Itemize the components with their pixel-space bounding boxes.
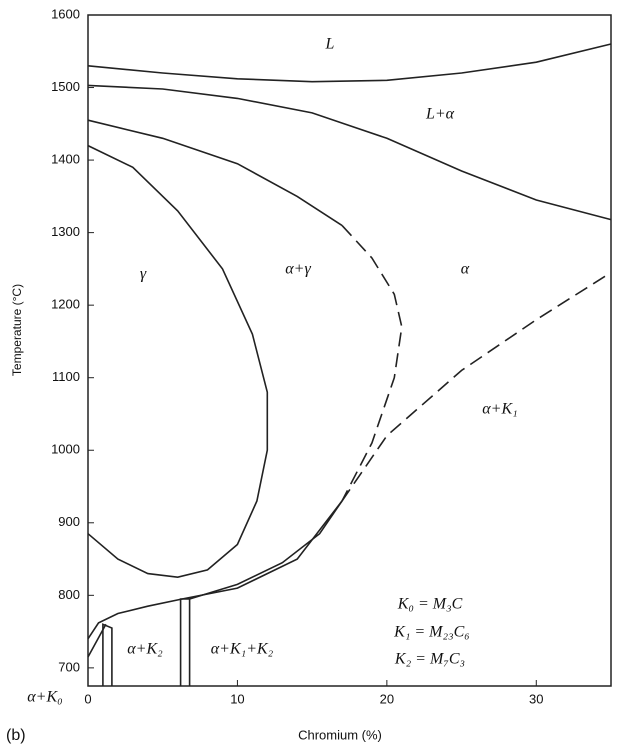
x-tick-label: 20 [380,691,394,706]
region-label: L [325,36,335,53]
y-tick-label: 800 [58,587,80,602]
region-label: α+K₂ [127,641,163,658]
x-axis-label: Chromium (%) [298,727,382,742]
y-tick-label: 1500 [51,79,80,94]
y-tick-label: 1600 [51,6,80,21]
phase-boundary [87,84,612,221]
phase-boundary [189,500,343,600]
phase-boundary [87,43,612,83]
region-label: α+γ [285,261,311,278]
y-tick-label: 1300 [51,224,80,239]
y-tick-label: 1000 [51,442,80,457]
region-label: α [461,261,470,278]
y-tick-label: 1200 [51,297,80,312]
plot-frame [87,14,612,687]
phase-boundary [179,598,191,686]
y-axis-label: Temperature (°C) [10,284,24,376]
phase-boundary [87,500,343,640]
region-label: α+K₁+K₂ [211,641,274,658]
y-tick-label: 900 [58,514,80,529]
x-tick-label: 30 [529,691,543,706]
y-tick-label: 1400 [51,152,80,167]
region-label: L+α [425,106,455,123]
y-tick-label: 700 [58,659,80,674]
panel-label: (b) [6,727,26,744]
x-tick-label: 10 [230,691,244,706]
region-label: K₁ = M₂₃C₆ [393,624,470,641]
region-label: K₂ = M₇C₃ [394,651,465,668]
region-label: K₀ = M₃C [397,596,463,613]
phase-boundary [87,144,269,579]
region-label: α+K₁ [482,401,517,418]
phase-boundary [341,271,612,502]
region-label: γ [140,266,147,283]
region-label: α+K₀ [27,689,62,706]
phase-boundary [341,224,403,502]
y-tick-label: 1100 [52,369,80,384]
phase-boundary [102,623,113,686]
phase-boundary [87,119,343,227]
x-tick-label: 0 [84,691,91,706]
